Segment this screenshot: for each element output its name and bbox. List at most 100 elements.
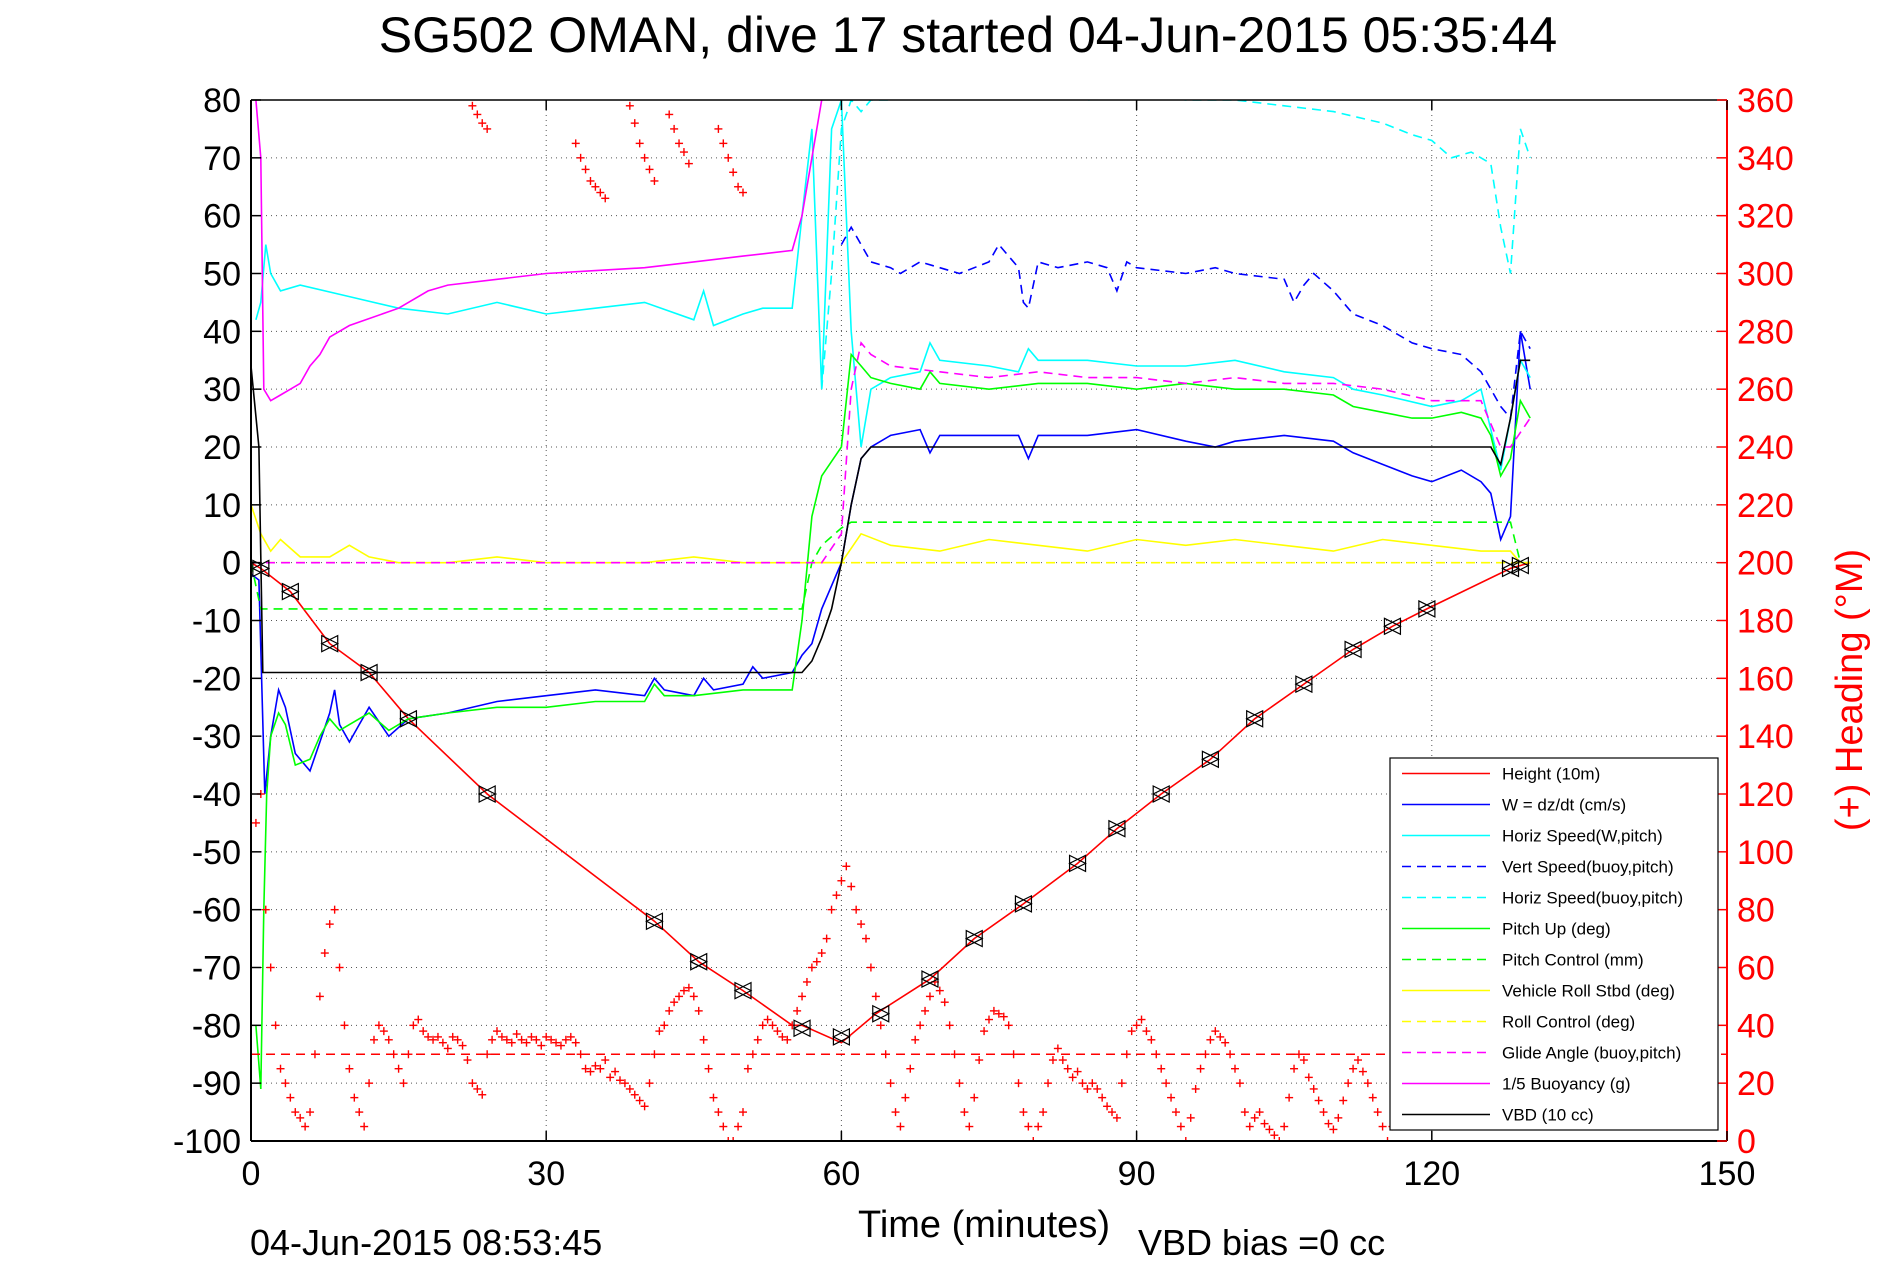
heading-point bbox=[468, 1079, 477, 1088]
legend-label-4: Horiz Speed(buoy,pitch) bbox=[1502, 889, 1683, 908]
heading-point bbox=[679, 148, 688, 157]
heading-point bbox=[409, 1021, 418, 1030]
heading-point bbox=[1354, 1056, 1362, 1065]
heading-point bbox=[650, 176, 659, 185]
heading-point bbox=[684, 983, 693, 992]
heading-point bbox=[281, 1079, 290, 1088]
y-tick-label-left: -80 bbox=[192, 1007, 241, 1045]
heading-point bbox=[881, 1050, 890, 1059]
heading-point bbox=[1039, 1108, 1048, 1117]
heading-point bbox=[1383, 1137, 1392, 1141]
y-tick-label-left: -100 bbox=[173, 1123, 241, 1161]
heading-point bbox=[650, 1050, 659, 1059]
heading-point bbox=[1053, 1044, 1062, 1053]
y-tick-label-left: -20 bbox=[192, 660, 241, 698]
heading-point bbox=[571, 139, 580, 148]
heading-point bbox=[532, 1035, 541, 1044]
heading-point bbox=[320, 949, 329, 958]
heading-point bbox=[709, 1093, 718, 1102]
heading-point bbox=[611, 1067, 620, 1076]
heading-point bbox=[1117, 1079, 1126, 1088]
heading-point bbox=[517, 1035, 526, 1044]
heading-point bbox=[748, 1050, 757, 1059]
heading-point bbox=[950, 1050, 959, 1059]
heading-point bbox=[522, 1038, 531, 1047]
heading-point bbox=[704, 1064, 713, 1073]
heading-point bbox=[975, 1056, 984, 1065]
legend: Height (10m) W = dz/dt (cm/s) Horiz Speed(… bbox=[1389, 757, 1719, 1131]
heading-point bbox=[1201, 1050, 1210, 1059]
heading-point bbox=[1363, 1079, 1372, 1088]
heading-point bbox=[399, 1079, 408, 1088]
legend-label-3: Vert Speed(buoy,pitch) bbox=[1502, 858, 1674, 877]
heading-point bbox=[493, 1027, 501, 1036]
heading-point bbox=[857, 920, 866, 929]
heading-point bbox=[507, 1038, 516, 1047]
heading-point bbox=[527, 1032, 536, 1041]
heading-point bbox=[488, 1035, 497, 1044]
legend-label-6: Pitch Control (mm) bbox=[1502, 951, 1644, 970]
heading-point bbox=[340, 1021, 349, 1030]
heading-point bbox=[271, 1021, 280, 1030]
heading-point bbox=[970, 1093, 979, 1102]
heading-point bbox=[935, 986, 944, 995]
heading-point bbox=[448, 1032, 457, 1041]
series-line-0 bbox=[251, 561, 1531, 1044]
heading-point bbox=[670, 998, 679, 1007]
x-axis-label: Time (minutes) bbox=[858, 1204, 1110, 1246]
series-line-3 bbox=[840, 225, 1531, 421]
heading-point bbox=[719, 1122, 728, 1131]
heading-point bbox=[625, 101, 634, 110]
heading-point bbox=[1137, 1015, 1146, 1024]
heading-point bbox=[473, 110, 482, 119]
heading-point bbox=[1358, 1067, 1367, 1076]
footer-timestamp: 04-Jun-2015 08:53:45 bbox=[250, 1222, 602, 1262]
dive-marker bbox=[689, 952, 709, 971]
heading-point bbox=[370, 1035, 378, 1044]
heading-point bbox=[679, 986, 688, 995]
series-line-4 bbox=[820, 100, 1531, 390]
heading-point bbox=[561, 1035, 570, 1044]
heading-point bbox=[1167, 1093, 1176, 1102]
heading-point bbox=[921, 1006, 930, 1015]
series-line-5 bbox=[255, 352, 1531, 1090]
heading-point bbox=[1014, 1079, 1023, 1088]
heading-point bbox=[1112, 1113, 1121, 1122]
y-tick-label-right: 60 bbox=[1737, 950, 1775, 988]
x-tick-label: 120 bbox=[1403, 1155, 1460, 1193]
heading-point bbox=[758, 1021, 767, 1030]
heading-point bbox=[876, 1021, 885, 1030]
x-tick-label: 90 bbox=[1118, 1155, 1156, 1193]
heading-point bbox=[719, 139, 728, 148]
heading-point bbox=[630, 1090, 639, 1099]
heading-point bbox=[778, 1032, 787, 1041]
heading-point bbox=[616, 1076, 624, 1085]
heading-point bbox=[925, 992, 934, 1001]
y-tick-label-left: 10 bbox=[203, 487, 241, 525]
heading-point bbox=[989, 1006, 998, 1015]
heading-point bbox=[847, 882, 856, 891]
heading-point bbox=[379, 1027, 388, 1036]
heading-point bbox=[1191, 1084, 1200, 1093]
y-tick-label-right: 20 bbox=[1737, 1065, 1775, 1103]
dive-marker bbox=[1383, 617, 1402, 636]
heading-point bbox=[360, 1122, 369, 1131]
heading-point bbox=[753, 1035, 762, 1044]
heading-point bbox=[468, 101, 477, 110]
heading-point bbox=[1290, 1064, 1299, 1073]
heading-point bbox=[729, 1137, 738, 1141]
heading-point bbox=[306, 1108, 315, 1117]
heading-point bbox=[1221, 1038, 1230, 1047]
y-tick-label-left: 40 bbox=[203, 313, 241, 351]
heading-point bbox=[1019, 1108, 1028, 1117]
heading-point bbox=[724, 1137, 733, 1141]
dive-marker bbox=[645, 912, 664, 931]
heading-point bbox=[645, 165, 654, 174]
heading-point bbox=[1349, 1064, 1358, 1073]
heading-point bbox=[1373, 1108, 1382, 1117]
heading-point bbox=[1206, 1035, 1215, 1044]
dive-marker bbox=[281, 582, 300, 601]
legend-label-10: 1/5 Buoyancy (g) bbox=[1502, 1075, 1631, 1094]
heading-point bbox=[438, 1038, 447, 1047]
